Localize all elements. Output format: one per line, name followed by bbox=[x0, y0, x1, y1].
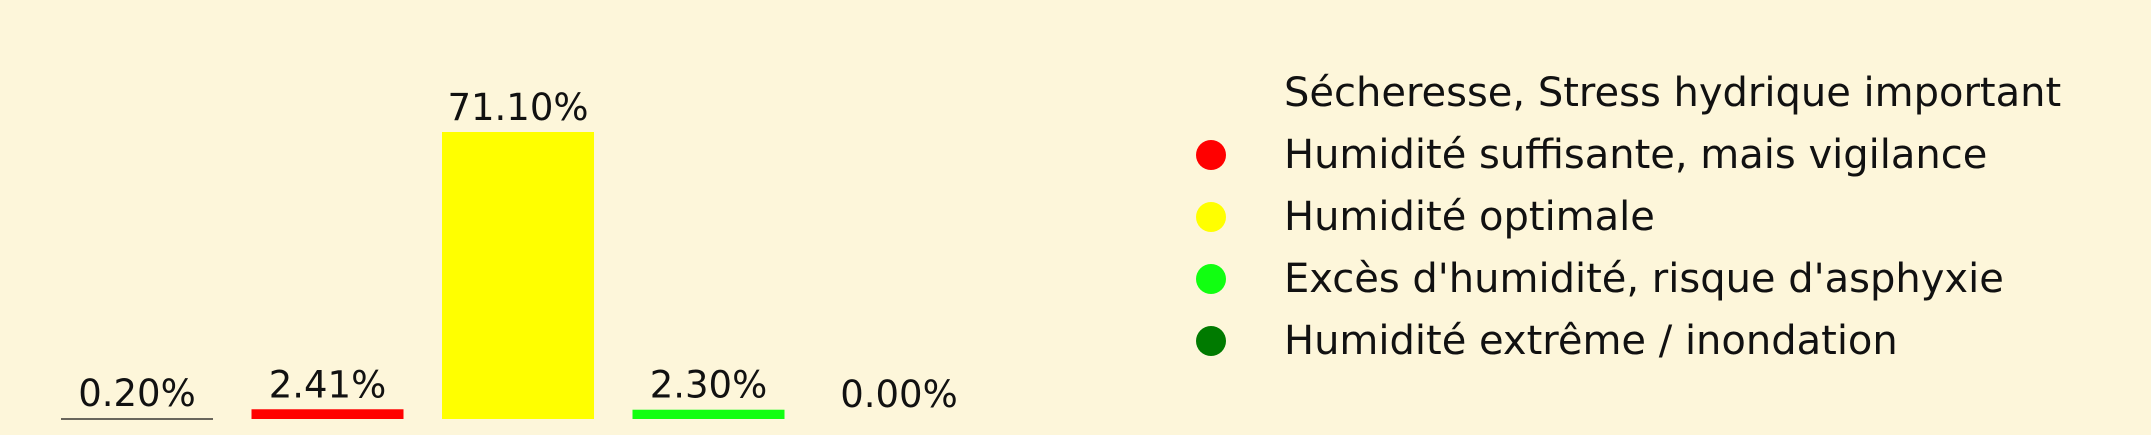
legend-marker-optimale bbox=[1196, 202, 1226, 232]
value-label-optimale: 71.10% bbox=[447, 86, 588, 129]
bar-exces bbox=[632, 409, 785, 419]
legend-marker-inondation bbox=[1196, 326, 1226, 356]
value-label-vigilance: 2.41% bbox=[269, 363, 387, 406]
legend-label-exces: Excès d'humidité, risque d'asphyxie bbox=[1284, 256, 2004, 302]
bars-layer bbox=[61, 132, 785, 420]
legend-item-secheresse: Sécheresse, Stress hydrique important bbox=[1190, 62, 2130, 124]
legend-item-vigilance: Humidité suffisante, mais vigilance bbox=[1190, 124, 2130, 186]
bar-vigilance bbox=[251, 409, 404, 419]
value-labels-layer: 0.20% 2.41% 71.10% 2.30% 0.00% bbox=[78, 86, 958, 416]
legend-label-vigilance: Humidité suffisante, mais vigilance bbox=[1284, 132, 1988, 178]
legend-item-optimale: Humidité optimale bbox=[1190, 186, 2130, 248]
legend-item-exces: Excès d'humidité, risque d'asphyxie bbox=[1190, 248, 2130, 310]
legend-label-optimale: Humidité optimale bbox=[1284, 194, 1655, 240]
legend-label-inondation: Humidité extrême / inondation bbox=[1284, 318, 1898, 364]
legend-marker-vigilance bbox=[1196, 140, 1226, 170]
value-label-exces: 2.30% bbox=[650, 364, 768, 407]
legend-marker-secheresse bbox=[1196, 78, 1226, 108]
value-label-inondation: 0.00% bbox=[840, 373, 958, 416]
legend-label-secheresse: Sécheresse, Stress hydrique important bbox=[1284, 70, 2062, 116]
bar-optimale bbox=[442, 132, 594, 419]
value-label-secheresse: 0.20% bbox=[78, 372, 196, 415]
legend-item-inondation: Humidité extrême / inondation bbox=[1190, 310, 2130, 372]
legend-marker-exces bbox=[1196, 264, 1226, 294]
legend: Sécheresse, Stress hydrique important Hu… bbox=[1190, 62, 2130, 372]
